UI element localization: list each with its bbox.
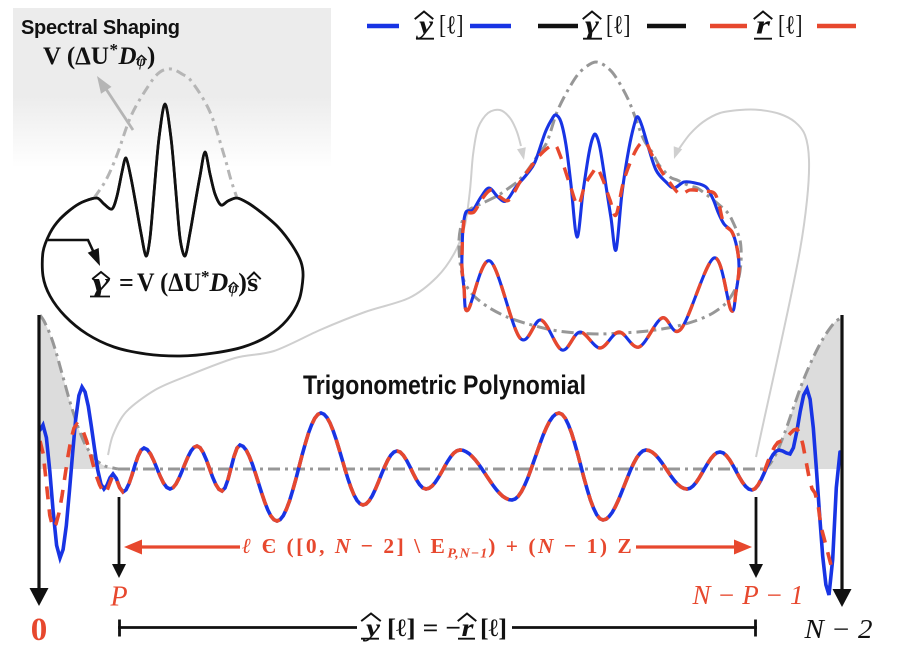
- svg-text:D: D: [209, 268, 229, 297]
- svg-text:[ℓ]: [ℓ]: [606, 11, 631, 40]
- svg-text:y: y: [415, 11, 433, 40]
- svg-text:P: P: [109, 582, 127, 613]
- svg-text:): ): [147, 43, 155, 70]
- svg-text:φ: φ: [229, 280, 238, 297]
- svg-text:0: 0: [31, 612, 48, 648]
- svg-text:ℓ Є ([0, N − 2] \ EP,N−1) + (N: ℓ Є ([0, N − 2] \ EP,N−1) + (N − 1) Z: [242, 534, 634, 562]
- svg-text:N − 2: N − 2: [803, 614, 872, 644]
- svg-text:r: r: [756, 11, 771, 40]
- svg-text:D: D: [118, 43, 137, 70]
- svg-text:*: *: [201, 267, 210, 286]
- svg-text:V (ΔU: V (ΔU: [137, 268, 201, 297]
- svg-text:s: s: [247, 268, 258, 297]
- svg-text:φ: φ: [137, 53, 146, 70]
- svg-text:r: r: [462, 615, 474, 642]
- svg-text:=: =: [119, 268, 134, 297]
- svg-text:): ): [238, 268, 247, 297]
- svg-text:[ℓ] = −: [ℓ] = −: [380, 615, 461, 642]
- svg-text:*: *: [110, 40, 119, 59]
- svg-text:Trigonometric Polynomial: Trigonometric Polynomial: [303, 370, 586, 400]
- svg-text:V (ΔU: V (ΔU: [43, 43, 109, 70]
- svg-text:y: y: [362, 615, 381, 642]
- svg-text:[ℓ]: [ℓ]: [778, 11, 803, 40]
- svg-text:[ℓ]: [ℓ]: [474, 615, 508, 642]
- svg-text:Spectral Shaping: Spectral Shaping: [21, 17, 180, 39]
- svg-text:N − P − 1: N − P − 1: [692, 580, 804, 610]
- svg-text:γ: γ: [585, 11, 599, 40]
- svg-text:[ℓ]: [ℓ]: [439, 11, 464, 40]
